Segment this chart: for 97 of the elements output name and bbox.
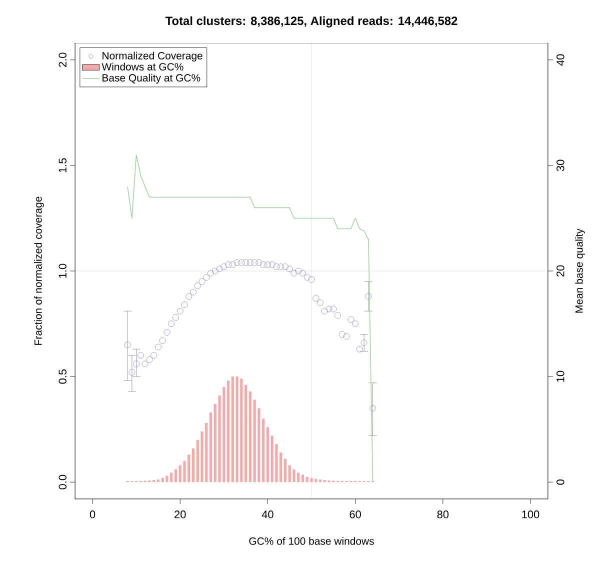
- y-tick-label: 2.0: [58, 52, 66, 67]
- bar: [310, 478, 313, 482]
- point: [198, 278, 206, 285]
- x-tick-label: 0: [90, 510, 96, 518]
- point: [251, 259, 258, 266]
- point: [356, 346, 363, 352]
- legend-label: Normalized Coverage: [102, 52, 202, 62]
- point: [238, 259, 245, 266]
- point: [242, 259, 250, 266]
- bar: [266, 427, 270, 482]
- point: [260, 261, 267, 268]
- chart-title: Total clusters: 8,386,125, Aligned reads: 14,446,582: [165, 16, 458, 28]
- point: [208, 270, 214, 276]
- point: [164, 329, 170, 336]
- bar: [248, 391, 252, 482]
- y-tick-label: 0.0: [58, 474, 66, 490]
- point: [168, 320, 175, 327]
- bar: [192, 448, 195, 482]
- point: [348, 316, 354, 323]
- point: [220, 264, 228, 270]
- point: [370, 405, 376, 412]
- x-axis-title: GC% of 100 base windows: [249, 537, 374, 545]
- x-tick-label: 100: [522, 510, 540, 518]
- bar: [318, 480, 322, 482]
- point: [137, 352, 144, 359]
- point: [321, 308, 328, 314]
- y2-tick-label: 40: [556, 54, 564, 66]
- y-tick-label: 1.0: [58, 264, 66, 278]
- bar: [174, 469, 178, 482]
- y-tick-label: 0.5: [58, 369, 66, 384]
- point: [212, 268, 218, 274]
- point: [234, 259, 240, 266]
- legend-label: Base Quality at GC%: [102, 74, 200, 84]
- point: [159, 337, 166, 344]
- point: [295, 268, 302, 274]
- point: [186, 293, 192, 300]
- point: [343, 333, 350, 340]
- y-tick-label: 1.5: [58, 158, 66, 172]
- point: [176, 308, 184, 314]
- point: [190, 288, 196, 296]
- bar: [244, 384, 248, 482]
- point: [290, 270, 298, 276]
- y2-tick-label: 0: [556, 480, 564, 485]
- point: [229, 261, 236, 268]
- point: [365, 293, 372, 300]
- point: [300, 270, 306, 276]
- y2-tick-label: 10: [556, 370, 564, 382]
- point: [256, 259, 262, 266]
- point: [172, 314, 179, 321]
- y2-tick-label: 20: [556, 265, 564, 277]
- y-axis-title: Fraction of normalized coverage: [34, 196, 44, 345]
- x-tick-label: 20: [174, 510, 186, 518]
- point: [128, 369, 136, 376]
- bar: [209, 412, 212, 482]
- point: [216, 266, 223, 272]
- point: [133, 360, 140, 368]
- y2-tick-label: 30: [556, 160, 564, 172]
- bar: [284, 458, 287, 482]
- bar: [301, 474, 304, 482]
- point: [278, 264, 284, 270]
- point: [246, 259, 254, 266]
- point: [317, 299, 324, 306]
- point: [264, 261, 271, 268]
- bar: [156, 480, 160, 482]
- point: [326, 306, 332, 312]
- point: [268, 261, 276, 268]
- point: [312, 295, 320, 302]
- bar: [166, 476, 168, 482]
- point: [338, 331, 346, 338]
- point: [360, 340, 368, 346]
- x-tick-label: 60: [350, 510, 361, 518]
- point: [273, 264, 280, 270]
- y2-axis-title: Mean base quality: [575, 228, 585, 313]
- point: [155, 344, 162, 350]
- point: [194, 282, 201, 289]
- bar: [236, 376, 238, 482]
- bar: [292, 469, 296, 482]
- point: [282, 264, 288, 270]
- point: [286, 266, 293, 272]
- bar: [253, 400, 256, 482]
- point: [330, 306, 337, 312]
- legend-label: Windows at GC%: [102, 62, 184, 70]
- point: [225, 261, 232, 268]
- point: [304, 274, 310, 281]
- point: [203, 274, 210, 281]
- bar: [226, 380, 230, 482]
- point: [146, 356, 153, 363]
- point: [352, 320, 358, 327]
- point: [150, 352, 158, 359]
- point: [308, 276, 315, 283]
- point: [334, 312, 341, 319]
- x-tick-label: 80: [437, 510, 449, 518]
- point: [181, 302, 188, 308]
- bar: [262, 418, 265, 482]
- point: [142, 360, 148, 368]
- point: [124, 342, 131, 348]
- x-tick-label: 40: [262, 510, 274, 518]
